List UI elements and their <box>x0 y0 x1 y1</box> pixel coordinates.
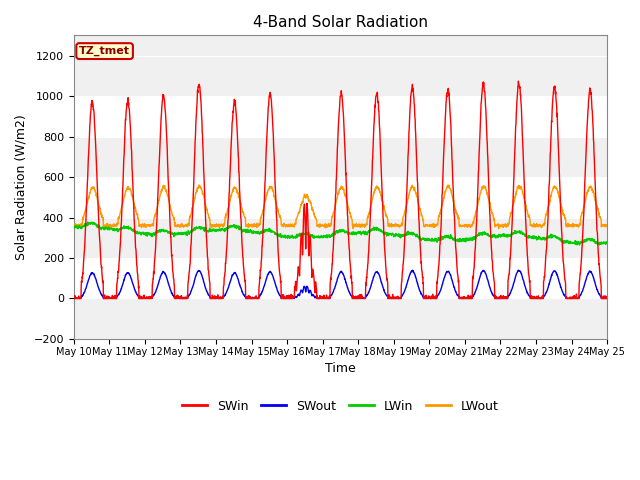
Title: 4-Band Solar Radiation: 4-Band Solar Radiation <box>253 15 428 30</box>
Bar <box>74 258 607 299</box>
Text: TZ_tmet: TZ_tmet <box>79 46 130 56</box>
Legend: SWin, SWout, LWin, LWout: SWin, SWout, LWin, LWout <box>177 395 504 418</box>
Bar <box>74 96 607 136</box>
X-axis label: Time: Time <box>325 362 356 375</box>
Bar <box>74 177 607 217</box>
Y-axis label: Solar Radiation (W/m2): Solar Radiation (W/m2) <box>15 114 28 260</box>
